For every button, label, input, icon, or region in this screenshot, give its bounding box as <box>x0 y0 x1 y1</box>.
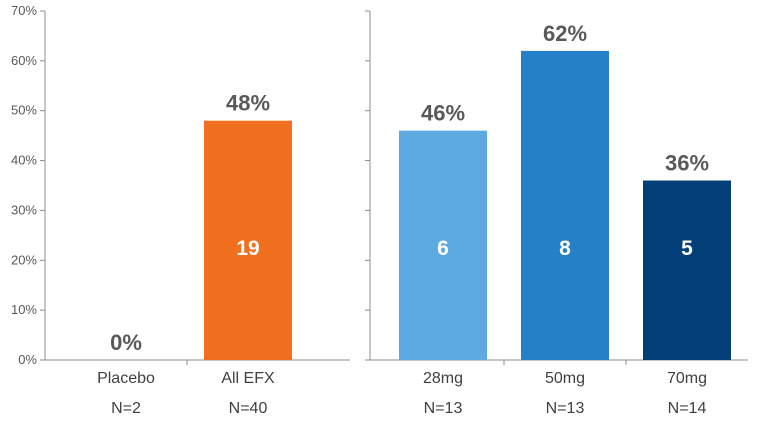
category-label: All EFX <box>221 370 275 387</box>
bar-count-label: 8 <box>559 237 571 260</box>
y-tick-label: 50% <box>11 103 37 118</box>
category-label: 28mg <box>423 370 463 387</box>
category-label: 50mg <box>545 370 585 387</box>
category-label: 70mg <box>667 370 707 387</box>
bar-70mg <box>643 180 731 360</box>
category-label: Placebo <box>97 370 155 387</box>
bar-value-label: 0% <box>110 330 142 355</box>
category-n-label: N=2 <box>111 400 141 417</box>
category-n-label: N=14 <box>668 400 707 417</box>
bar-value-label: 46% <box>421 101 465 126</box>
bar-value-label: 48% <box>226 91 270 116</box>
category-n-label: N=40 <box>229 400 268 417</box>
bar-value-label: 62% <box>543 21 587 46</box>
category-n-label: N=13 <box>424 400 463 417</box>
y-tick-label: 0% <box>18 352 37 367</box>
y-tick-label: 30% <box>11 202 37 217</box>
y-tick-label: 70% <box>11 3 37 18</box>
bar-count-label: 5 <box>681 237 693 260</box>
y-axis-left: 0% 10% 20% 30% 40% 50% 60% 70% <box>11 3 350 367</box>
bar-value-label: 36% <box>665 151 709 176</box>
bar-count-label: 19 <box>236 237 259 260</box>
bar-all-efx <box>204 120 292 360</box>
bar-count-label: 6 <box>437 237 449 260</box>
y-tick-label: 40% <box>11 153 37 168</box>
category-n-label: N=13 <box>546 400 585 417</box>
y-tick-label: 60% <box>11 53 37 68</box>
bar-50mg <box>521 50 609 361</box>
panel-by-dose: 46% 6 28mg N=13 62% 8 50mg N=13 36% 5 70mg N=14 <box>399 21 731 417</box>
bar-28mg <box>399 130 487 360</box>
y-tick-label: 20% <box>11 252 37 267</box>
panel-overall: 0% Placebo N=2 48% 19 All EFX N=40 <box>97 91 292 417</box>
y-tick-label: 10% <box>11 302 37 317</box>
